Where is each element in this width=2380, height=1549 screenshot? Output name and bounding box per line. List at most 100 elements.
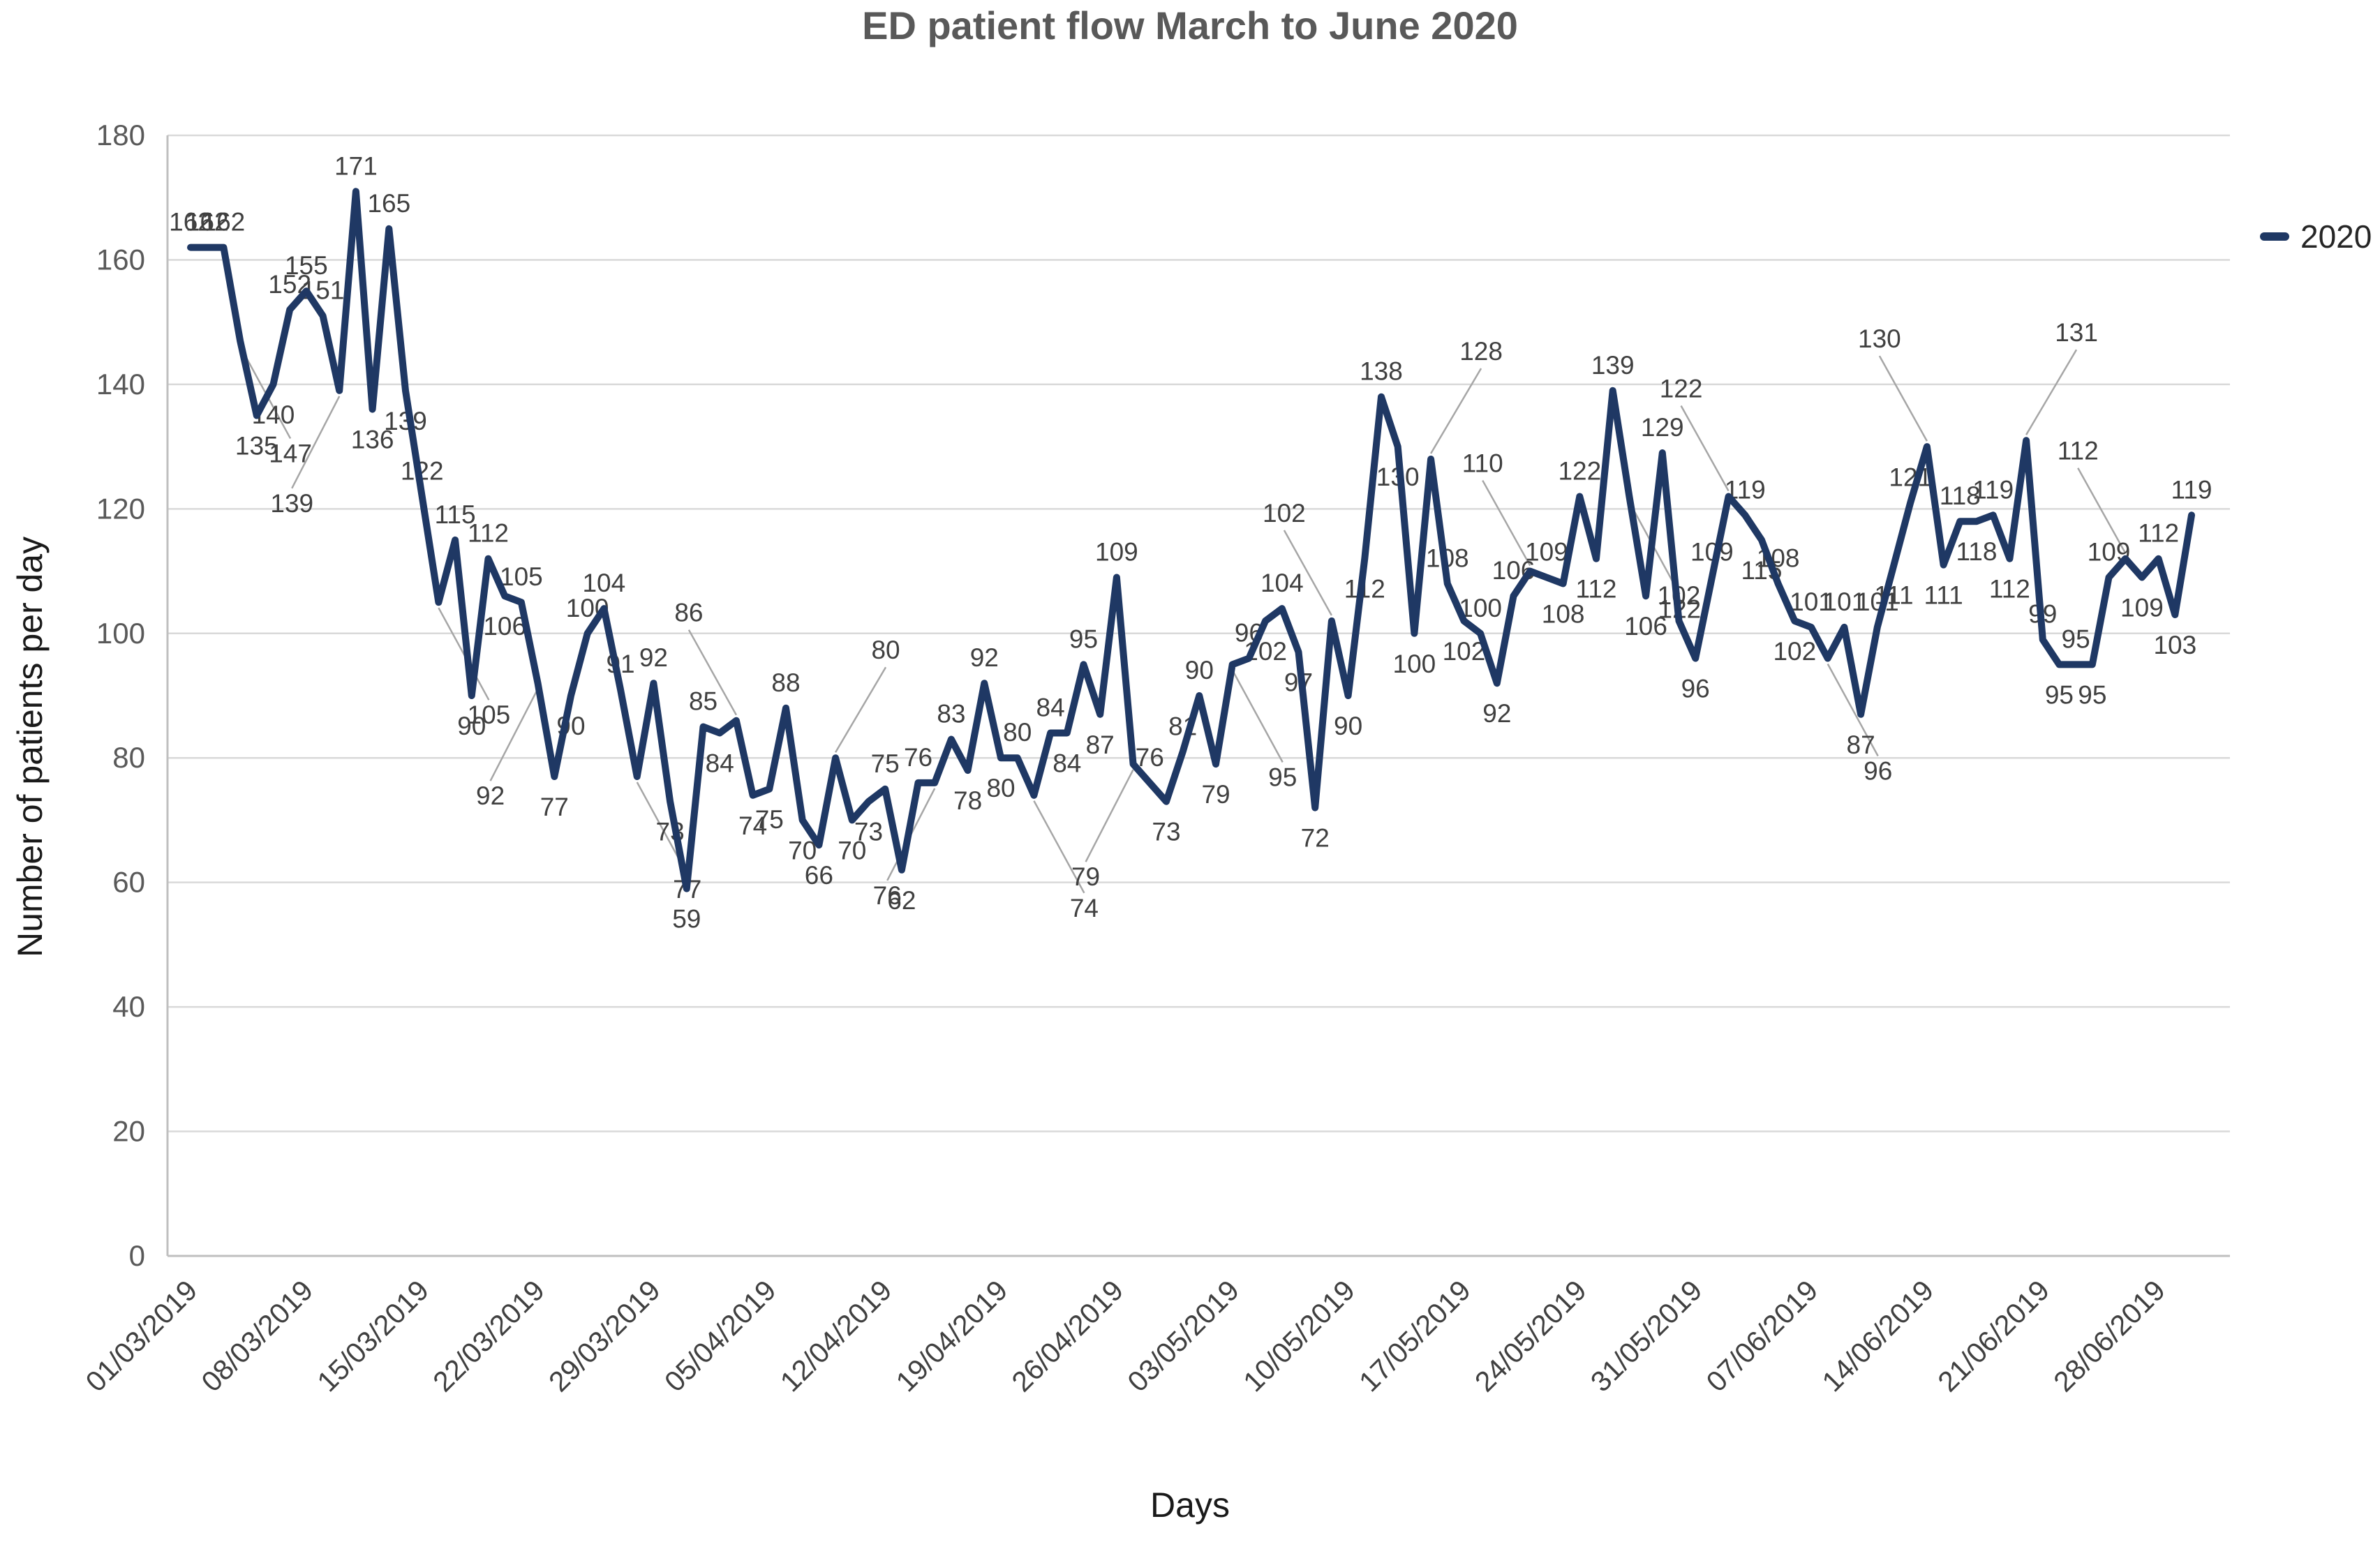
data-label: 112 xyxy=(1989,575,2030,604)
data-label: 73 xyxy=(1152,818,1180,846)
data-label: 83 xyxy=(937,699,965,728)
data-label: 130 xyxy=(1858,324,1901,353)
data-label: 92 xyxy=(476,781,505,810)
leader-line xyxy=(1878,355,1928,442)
y-tick-labels: 0 20 40 60 80 100 120 140 160 180 xyxy=(96,119,145,1272)
x-tick-labels: 01/03/201908/03/201915/03/201922/03/2019… xyxy=(80,1274,2171,1398)
y-tick-label: 40 xyxy=(112,990,145,1023)
data-label: 101 xyxy=(1856,588,1899,616)
data-label: 87 xyxy=(1847,731,1875,759)
data-label: 70 xyxy=(788,836,817,865)
data-label: 171 xyxy=(334,151,378,180)
leader-line xyxy=(1482,479,1531,567)
x-tick-label: 31/05/2019 xyxy=(1584,1274,1709,1398)
data-label: 131 xyxy=(2055,318,2098,347)
x-tick-label: 28/06/2019 xyxy=(2047,1274,2171,1398)
data-label: 119 xyxy=(2171,475,2212,504)
data-label: 95 xyxy=(1069,624,1098,653)
data-label: 139 xyxy=(270,489,313,518)
data-label: 74 xyxy=(1070,894,1099,922)
data-label: 112 xyxy=(468,519,509,548)
data-label: 80 xyxy=(1003,718,1032,747)
data-label: 136 xyxy=(351,426,394,454)
data-label: 77 xyxy=(540,793,569,821)
data-label: 72 xyxy=(1301,824,1330,853)
data-label: 92 xyxy=(1482,699,1511,728)
x-tick-label: 29/03/2019 xyxy=(542,1274,667,1398)
data-label: 102 xyxy=(1263,499,1306,527)
leader-line xyxy=(687,629,738,716)
leader-line xyxy=(1085,769,1134,862)
data-label: 101 xyxy=(1823,588,1866,616)
data-label: 139 xyxy=(1591,351,1635,380)
data-labels: 1621621621471351401521551511391711361651… xyxy=(169,151,2212,933)
data-label: 80 xyxy=(871,636,900,664)
data-label: 128 xyxy=(1459,337,1503,366)
x-axis-title: Days xyxy=(1150,1486,1230,1525)
y-tick-label: 140 xyxy=(96,368,145,401)
data-label: 112 xyxy=(2138,519,2179,548)
leader-line xyxy=(1283,530,1332,616)
data-label: 87 xyxy=(1086,731,1115,759)
data-label: 106 xyxy=(483,612,526,641)
y-tick-label: 0 xyxy=(129,1239,145,1272)
y-tick-label: 160 xyxy=(96,243,145,276)
x-tick-label: 03/05/2019 xyxy=(1121,1274,1245,1398)
x-tick-label: 26/04/2019 xyxy=(1006,1274,1130,1398)
data-label: 102 xyxy=(1443,637,1486,666)
leader-line xyxy=(438,607,490,701)
x-tick-label: 14/06/2019 xyxy=(1816,1274,1940,1398)
data-label: 79 xyxy=(1071,862,1100,891)
data-label: 110 xyxy=(1462,449,1503,478)
data-label: 162 xyxy=(169,208,212,237)
data-label: 85 xyxy=(689,687,717,716)
leader-line xyxy=(1429,368,1482,454)
x-tick-label: 21/06/2019 xyxy=(1931,1274,2055,1398)
data-label: 115 xyxy=(435,500,476,529)
chart-title: ED patient flow March to June 2020 xyxy=(862,3,1518,47)
data-label: 95 xyxy=(2045,680,2074,709)
data-label: 111 xyxy=(1924,581,1963,610)
data-label: 92 xyxy=(970,643,999,672)
data-label: 84 xyxy=(1036,694,1065,722)
gridlines xyxy=(168,134,2230,1257)
data-label: 109 xyxy=(1095,537,1138,566)
data-label: 76 xyxy=(904,743,932,772)
x-tick-label: 15/03/2019 xyxy=(311,1274,435,1398)
data-label: 79 xyxy=(1201,780,1230,809)
y-tick-label: 80 xyxy=(112,741,145,774)
data-label: 95 xyxy=(2062,624,2090,653)
data-label: 165 xyxy=(367,189,410,218)
series-line-2020 xyxy=(187,188,2195,892)
leader-line xyxy=(1231,669,1284,763)
x-tick-label: 08/03/2019 xyxy=(195,1274,320,1398)
data-label: 138 xyxy=(1360,357,1403,386)
data-label: 118 xyxy=(1956,537,1997,566)
data-label: 59 xyxy=(672,905,701,934)
leader-line xyxy=(2025,349,2078,435)
data-label: 73 xyxy=(854,818,883,846)
y-tick-label: 180 xyxy=(96,119,145,151)
x-tick-label: 17/05/2019 xyxy=(1353,1274,1477,1398)
data-label: 147 xyxy=(269,439,312,467)
data-label: 75 xyxy=(871,749,900,778)
leader-line xyxy=(1033,800,1085,894)
data-label: 74 xyxy=(738,811,767,840)
leader-line xyxy=(1827,663,1879,757)
leader-line xyxy=(2077,467,2127,554)
data-label: 112 xyxy=(2058,437,2099,465)
x-tick-label: 24/05/2019 xyxy=(1468,1274,1593,1398)
y-tick-label: 20 xyxy=(112,1115,145,1148)
leader-line xyxy=(834,666,887,753)
data-label: 129 xyxy=(1641,413,1684,442)
data-label: 100 xyxy=(1393,650,1436,678)
y-tick-label: 60 xyxy=(112,866,145,899)
data-label: 90 xyxy=(457,712,486,740)
data-label: 76 xyxy=(873,881,902,910)
x-tick-label: 22/03/2019 xyxy=(426,1274,551,1398)
data-label: 106 xyxy=(1624,612,1667,641)
x-tick-label: 19/04/2019 xyxy=(890,1274,1014,1398)
data-label: 90 xyxy=(1334,712,1362,740)
y-tick-label: 100 xyxy=(96,617,145,650)
data-label: 84 xyxy=(1053,749,1081,778)
